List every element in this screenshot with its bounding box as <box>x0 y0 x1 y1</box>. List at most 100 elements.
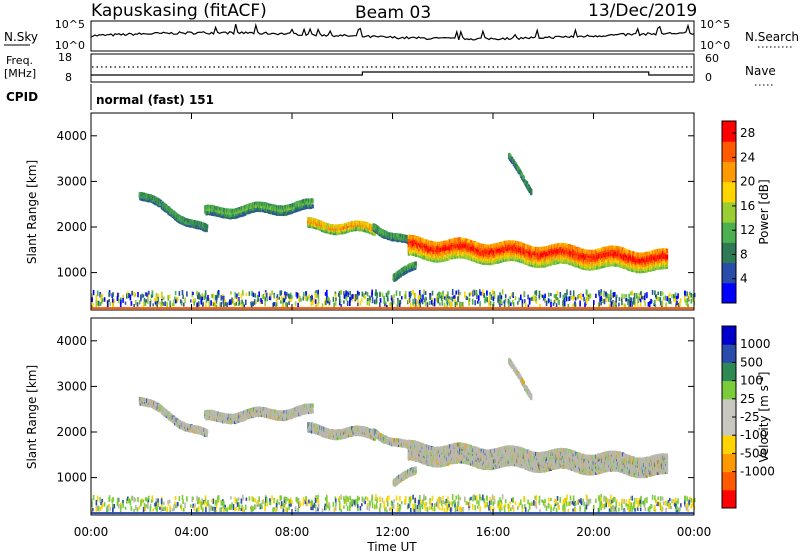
echo-cell <box>262 295 264 299</box>
freq-frame <box>91 54 694 82</box>
echo-cell <box>257 295 259 300</box>
echo-cell <box>671 294 673 298</box>
echo-cell <box>517 301 519 305</box>
echo-cell <box>633 299 635 305</box>
echo-cell <box>455 302 457 307</box>
echo-cell <box>255 293 257 297</box>
echo-cell <box>501 299 503 304</box>
echo-cell <box>429 301 431 305</box>
echo-cell <box>143 302 145 307</box>
echo-cell <box>107 300 109 303</box>
echo-cell <box>679 302 681 307</box>
echo-cell <box>520 295 522 301</box>
echo-cell <box>505 299 507 303</box>
echo-cell <box>598 290 600 296</box>
echo-cell <box>586 289 588 294</box>
echo-cell <box>125 302 127 305</box>
echo-cell <box>303 292 305 296</box>
echo-cell <box>225 302 227 306</box>
echo-cell <box>354 295 356 300</box>
echo-cell <box>586 300 588 305</box>
echo-cell <box>235 294 237 299</box>
echo-cell <box>450 297 452 301</box>
echo-cell <box>150 301 152 307</box>
echo-cell <box>575 303 577 307</box>
echo-cell <box>177 297 179 301</box>
echo-cell <box>439 303 441 306</box>
echo-cell <box>686 298 688 302</box>
echo-cell <box>114 299 116 303</box>
echo-cell <box>312 199 314 203</box>
echo-cell <box>570 296 572 300</box>
echo-cell <box>393 299 395 305</box>
echo-cell <box>371 292 373 297</box>
echo-cell <box>630 301 632 307</box>
echo-cell <box>533 295 535 300</box>
echo-cell <box>288 301 290 305</box>
echo-cell <box>384 303 386 306</box>
echo-cell <box>600 296 602 301</box>
echo-cell <box>112 303 114 308</box>
echo-cell <box>458 290 460 295</box>
echo-cell <box>206 224 208 228</box>
echo-cell <box>255 300 257 304</box>
echo-cell <box>405 295 407 299</box>
echo-cell <box>120 300 122 304</box>
nsky-trace <box>91 24 694 40</box>
echo-cell <box>340 300 342 303</box>
echo-cell <box>335 300 337 305</box>
echo-cell <box>128 293 130 298</box>
echo-cell <box>464 292 466 298</box>
echo-cell <box>122 298 124 303</box>
echo-cell <box>584 302 586 308</box>
echo-cell <box>284 299 286 303</box>
echo-cell <box>566 289 568 295</box>
echo-cell <box>159 302 161 305</box>
echo-cell <box>102 294 104 298</box>
echo-cell <box>590 294 592 299</box>
echo-cell <box>305 291 307 295</box>
echo-cell <box>618 303 620 307</box>
echo-cell <box>206 297 208 303</box>
echo-cell <box>318 295 320 299</box>
echo-cell <box>425 291 427 295</box>
echo-cell <box>673 294 675 298</box>
echo-cell <box>186 291 188 296</box>
echo-cell <box>221 302 223 307</box>
echo-cell <box>548 293 550 297</box>
echo-cell <box>556 303 558 307</box>
echo-cell <box>634 303 636 306</box>
echo-cell <box>384 298 386 303</box>
echo-cell <box>663 297 665 301</box>
echo-cell <box>478 295 480 301</box>
echo-cell <box>452 292 454 295</box>
echo-cell <box>422 294 424 300</box>
echo-cell <box>490 301 492 306</box>
echo-cell <box>438 292 440 298</box>
echo-cell <box>108 299 110 302</box>
echo-cell <box>418 295 420 301</box>
echo-cell <box>367 298 369 301</box>
echo-cell <box>665 303 667 308</box>
echo-cell <box>249 291 251 295</box>
echo-cell <box>91 297 93 303</box>
echo-cell <box>155 297 157 302</box>
echo-cell <box>246 293 248 296</box>
echo-cell <box>210 300 212 305</box>
echo-cell <box>96 295 98 300</box>
echo-cell <box>357 294 359 300</box>
echo-cell <box>399 291 401 296</box>
date-label: 13/Dec/2019 <box>588 1 697 21</box>
echo-cell <box>536 290 538 296</box>
echo-cell <box>427 302 429 307</box>
echo-cell <box>380 298 382 303</box>
echo-cell <box>383 296 385 299</box>
echo-cell <box>442 300 444 306</box>
echo-cell <box>145 299 147 302</box>
echo-cell <box>222 296 224 299</box>
echo-cell <box>484 294 486 299</box>
echo-cell <box>430 295 432 300</box>
echo-cell <box>442 291 444 295</box>
echo-cell <box>102 299 104 303</box>
freq-tick-top: 18 <box>58 51 72 64</box>
